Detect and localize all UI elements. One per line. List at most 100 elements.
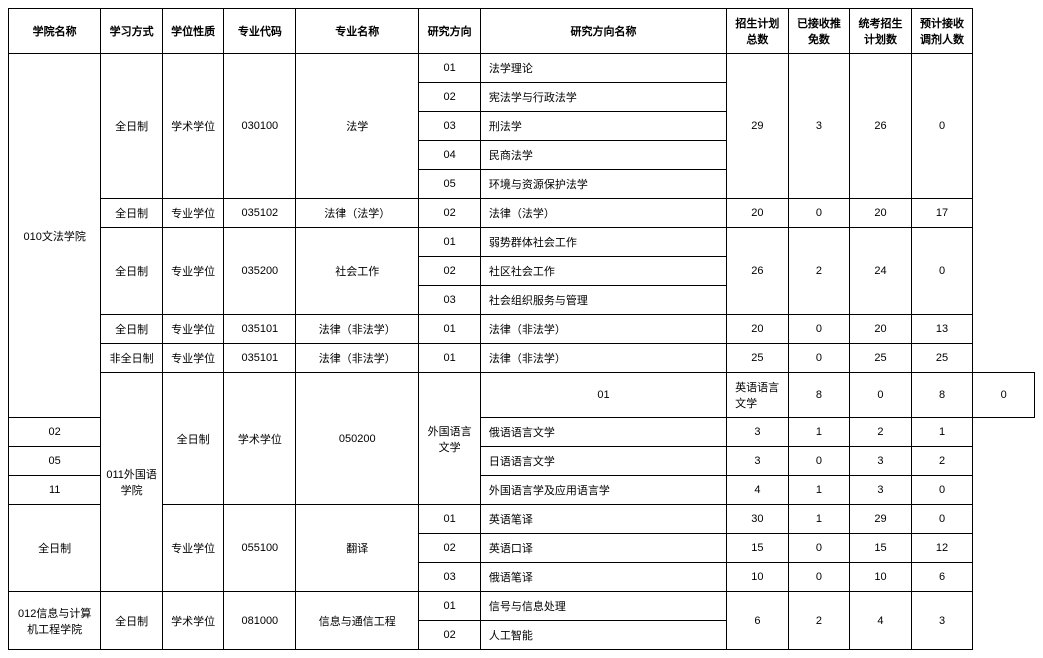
cell-major-name: 法律（非法学） bbox=[296, 315, 419, 344]
header-row: 学院名称 学习方式 学位性质 专业代码 专业名称 研究方向 研究方向名称 招生计… bbox=[9, 9, 1035, 54]
cell-study-mode: 全日制 bbox=[101, 592, 163, 650]
cell-accepted-rec: 0 bbox=[788, 563, 850, 592]
cell-degree-type: 专业学位 bbox=[162, 228, 224, 315]
cell-expected-adjust: 0 bbox=[911, 505, 973, 534]
cell-plan-total: 3 bbox=[727, 418, 789, 447]
cell-accepted-rec: 1 bbox=[788, 505, 850, 534]
cell-direction-name: 俄语语言文学 bbox=[480, 418, 726, 447]
cell-major-name: 法学 bbox=[296, 54, 419, 199]
cell-direction-name: 英语笔译 bbox=[480, 505, 726, 534]
cell-direction-name: 英语语言文学 bbox=[727, 373, 789, 418]
cell-direction-code: 01 bbox=[419, 592, 481, 621]
cell-accepted-rec: 2 bbox=[788, 592, 850, 650]
table-row: 010文法学院全日制学术学位030100法学01法学理论293260 bbox=[9, 54, 1035, 83]
cell-major-name: 外国语言文学 bbox=[419, 373, 481, 505]
cell-accepted-rec: 1 bbox=[788, 476, 850, 505]
cell-accepted-rec: 2 bbox=[788, 228, 850, 315]
cell-expected-adjust: 25 bbox=[911, 344, 973, 373]
cell-exam-plan: 20 bbox=[850, 315, 912, 344]
table-row: 全日制专业学位035200社会工作01弱势群体社会工作262240 bbox=[9, 228, 1035, 257]
cell-study-mode: 全日制 bbox=[101, 228, 163, 315]
cell-plan-total: 30 bbox=[727, 505, 789, 534]
cell-exam-plan: 8 bbox=[911, 373, 973, 418]
cell-direction-name: 法律（法学） bbox=[480, 199, 726, 228]
cell-accepted-rec: 0 bbox=[788, 315, 850, 344]
cell-exam-plan: 25 bbox=[850, 344, 912, 373]
header-degree-type: 学位性质 bbox=[162, 9, 224, 54]
header-major-name: 专业名称 bbox=[296, 9, 419, 54]
cell-direction-code: 02 bbox=[419, 83, 481, 112]
cell-exam-plan: 26 bbox=[850, 54, 912, 199]
cell-study-mode: 全日制 bbox=[9, 505, 101, 592]
cell-direction-name: 英语口译 bbox=[480, 534, 726, 563]
table-row: 全日制专业学位035102法律（法学）02法律（法学）2002017 bbox=[9, 199, 1035, 228]
cell-direction-name: 信号与信息处理 bbox=[480, 592, 726, 621]
cell-direction-name: 环境与资源保护法学 bbox=[480, 170, 726, 199]
cell-direction-code: 04 bbox=[419, 141, 481, 170]
cell-exam-plan: 3 bbox=[850, 447, 912, 476]
cell-expected-adjust: 2 bbox=[911, 447, 973, 476]
cell-accepted-rec: 0 bbox=[850, 373, 912, 418]
cell-degree-type: 学术学位 bbox=[224, 373, 296, 505]
cell-major-name: 法律（法学） bbox=[296, 199, 419, 228]
cell-expected-adjust: 6 bbox=[911, 563, 973, 592]
cell-study-mode: 全日制 bbox=[101, 54, 163, 199]
cell-major-code: 050200 bbox=[296, 373, 419, 505]
cell-direction-name: 刑法学 bbox=[480, 112, 726, 141]
cell-accepted-rec: 0 bbox=[788, 534, 850, 563]
cell-direction-code: 01 bbox=[480, 373, 726, 418]
cell-exam-plan: 4 bbox=[850, 592, 912, 650]
cell-degree-type: 专业学位 bbox=[162, 505, 224, 592]
cell-direction-code: 11 bbox=[9, 476, 101, 505]
cell-degree-type: 专业学位 bbox=[162, 315, 224, 344]
cell-direction-code: 05 bbox=[419, 170, 481, 199]
cell-major-name: 社会工作 bbox=[296, 228, 419, 315]
cell-direction-code: 02 bbox=[419, 534, 481, 563]
cell-plan-total: 26 bbox=[727, 228, 789, 315]
cell-plan-total: 8 bbox=[788, 373, 850, 418]
cell-major-code: 055100 bbox=[224, 505, 296, 592]
cell-expected-adjust: 17 bbox=[911, 199, 973, 228]
cell-accepted-rec: 1 bbox=[788, 418, 850, 447]
cell-direction-name: 宪法学与行政法学 bbox=[480, 83, 726, 112]
table-body: 010文法学院全日制学术学位030100法学01法学理论29326002宪法学与… bbox=[9, 54, 1035, 650]
cell-major-code: 035200 bbox=[224, 228, 296, 315]
cell-accepted-rec: 3 bbox=[788, 54, 850, 199]
cell-direction-code: 03 bbox=[419, 286, 481, 315]
cell-direction-name: 法律（非法学） bbox=[480, 315, 726, 344]
table-head: 学院名称 学习方式 学位性质 专业代码 专业名称 研究方向 研究方向名称 招生计… bbox=[9, 9, 1035, 54]
header-expected-adjust: 预计接收调剂人数 bbox=[911, 9, 973, 54]
cell-expected-adjust: 0 bbox=[973, 373, 1035, 418]
cell-plan-total: 15 bbox=[727, 534, 789, 563]
cell-direction-code: 01 bbox=[419, 228, 481, 257]
cell-plan-total: 20 bbox=[727, 315, 789, 344]
cell-major-name: 信息与通信工程 bbox=[296, 592, 419, 650]
cell-plan-total: 10 bbox=[727, 563, 789, 592]
cell-major-name: 翻译 bbox=[296, 505, 419, 592]
cell-exam-plan: 10 bbox=[850, 563, 912, 592]
table-row: 012信息与计算机工程学院全日制学术学位081000信息与通信工程01信号与信息… bbox=[9, 592, 1035, 621]
cell-direction-code: 05 bbox=[9, 447, 101, 476]
cell-direction-code: 01 bbox=[419, 344, 481, 373]
cell-exam-plan: 20 bbox=[850, 199, 912, 228]
header-college: 学院名称 bbox=[9, 9, 101, 54]
cell-expected-adjust: 3 bbox=[911, 592, 973, 650]
cell-major-name: 法律（非法学） bbox=[296, 344, 419, 373]
cell-expected-adjust: 1 bbox=[911, 418, 973, 447]
cell-major-code: 030100 bbox=[224, 54, 296, 199]
cell-study-mode: 全日制 bbox=[101, 199, 163, 228]
cell-accepted-rec: 0 bbox=[788, 199, 850, 228]
cell-direction-name: 社会组织服务与管理 bbox=[480, 286, 726, 315]
cell-college: 012信息与计算机工程学院 bbox=[9, 592, 101, 650]
table-row: 非全日制专业学位035101法律（非法学）01法律（非法学）2502525 bbox=[9, 344, 1035, 373]
cell-degree-type: 专业学位 bbox=[162, 344, 224, 373]
cell-study-mode: 全日制 bbox=[162, 373, 224, 505]
cell-college: 010文法学院 bbox=[9, 54, 101, 418]
cell-plan-total: 4 bbox=[727, 476, 789, 505]
cell-direction-code: 02 bbox=[419, 199, 481, 228]
cell-direction-code: 01 bbox=[419, 54, 481, 83]
cell-direction-code: 01 bbox=[419, 315, 481, 344]
recruitment-table: 学院名称 学习方式 学位性质 专业代码 专业名称 研究方向 研究方向名称 招生计… bbox=[8, 8, 1035, 650]
cell-direction-name: 外国语言学及应用语言学 bbox=[480, 476, 726, 505]
cell-plan-total: 3 bbox=[727, 447, 789, 476]
